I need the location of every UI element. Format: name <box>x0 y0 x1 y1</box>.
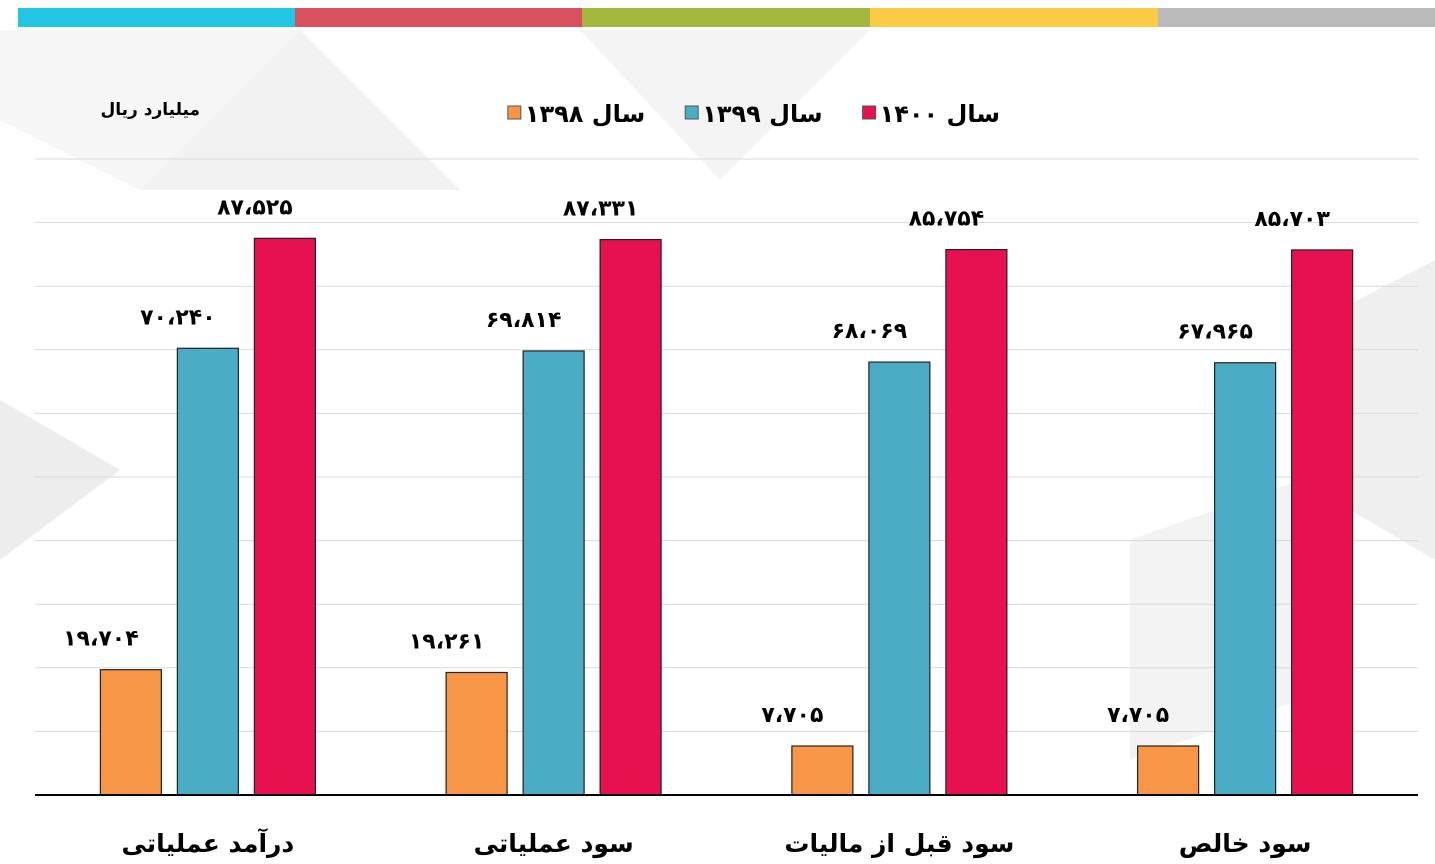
stripe <box>870 8 1158 27</box>
value-label: ۸۷،۳۳۱ <box>563 197 639 222</box>
unit-label: میلیارد ریال <box>101 100 200 120</box>
stripe <box>18 8 295 27</box>
x-tick-label: سود قبل از مالیات <box>784 829 1014 859</box>
stripe <box>295 8 582 27</box>
value-label: ۸۵،۷۰۳ <box>1254 207 1330 232</box>
legend-swatch <box>862 105 877 120</box>
value-label: ۶۹،۸۱۴ <box>486 308 562 333</box>
stripe <box>582 8 870 27</box>
bar <box>868 361 931 796</box>
value-label: ۱۹،۷۰۴ <box>63 627 139 652</box>
value-label: ۷،۷۰۵ <box>1107 703 1169 728</box>
bar <box>1214 362 1277 796</box>
bar <box>1137 745 1200 796</box>
bar <box>1291 249 1354 796</box>
value-label: ۷۰،۲۴۰ <box>140 305 216 330</box>
bar <box>599 238 662 796</box>
bar <box>522 350 585 796</box>
value-label: ۸۷،۵۲۵ <box>217 195 293 220</box>
bar <box>176 347 239 796</box>
bar <box>791 745 854 796</box>
legend: سال ۱۴۰۰ سال ۱۳۹۹ سال ۱۳۹۸ <box>507 100 1000 128</box>
bar <box>445 671 508 796</box>
value-label: ۷،۷۰۵ <box>761 703 823 728</box>
legend-swatch <box>684 105 699 120</box>
legend-label: سال ۱۳۹۹ <box>702 100 822 128</box>
value-label: ۶۷،۹۶۵ <box>1177 320 1253 345</box>
x-tick-label: سود خالص <box>1179 829 1312 859</box>
value-label: ۱۹،۲۶۱ <box>409 630 485 655</box>
stripe <box>1158 8 1435 27</box>
legend-swatch <box>507 105 522 120</box>
legend-label: سال ۱۴۰۰ <box>880 100 1000 128</box>
x-tick-label: سود عملیاتی <box>474 829 634 859</box>
legend-label: سال ۱۳۹۸ <box>525 100 645 128</box>
value-label: ۶۸،۰۶۹ <box>832 319 908 344</box>
bar <box>253 237 316 796</box>
value-label: ۸۵،۷۵۴ <box>909 207 985 232</box>
bar <box>99 669 162 796</box>
x-tick-label: درآمد عملیاتی <box>122 828 295 858</box>
bar <box>945 249 1008 796</box>
